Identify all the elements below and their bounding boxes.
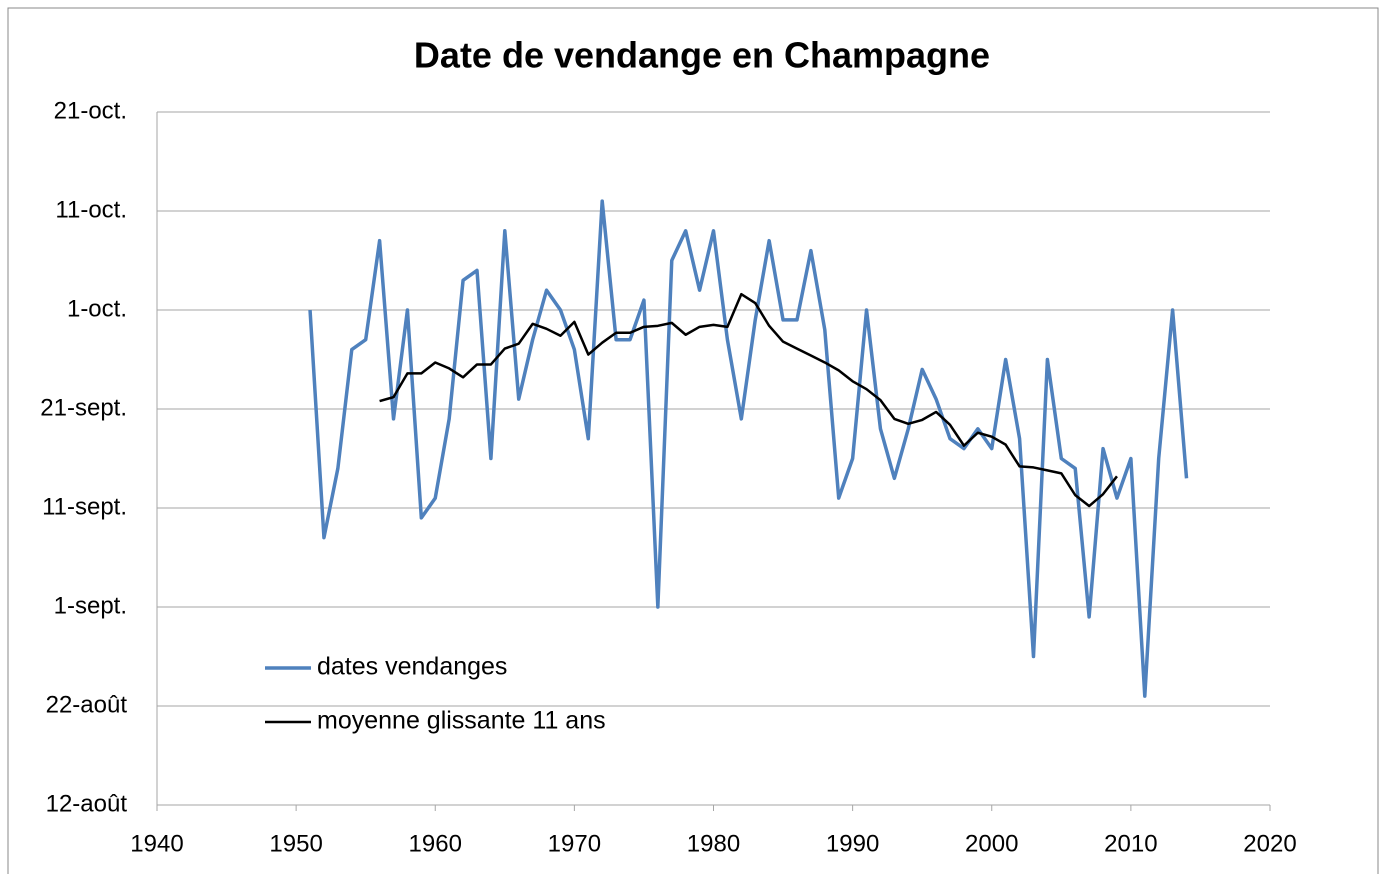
x-tick-label: 1980 bbox=[687, 830, 740, 857]
x-tick-label: 1950 bbox=[269, 830, 322, 857]
y-tick-label: 21-sept. bbox=[40, 394, 127, 421]
x-tick-label: 1970 bbox=[548, 830, 601, 857]
chart-title: Date de vendange en Champagne bbox=[414, 35, 990, 76]
y-tick-label: 11-sept. bbox=[42, 493, 127, 520]
y-tick-label: 21-oct. bbox=[54, 97, 127, 124]
x-tick-label: 1940 bbox=[130, 830, 183, 857]
x-tick-label: 1990 bbox=[826, 830, 879, 857]
series-line bbox=[379, 292, 1118, 508]
y-tick-label: 11-oct. bbox=[55, 196, 127, 223]
chart-frame bbox=[7, 7, 1379, 874]
y-tick-label: 1-oct. bbox=[67, 295, 127, 322]
x-tick-label: 2010 bbox=[1104, 830, 1157, 857]
y-tick-label: 12-août bbox=[46, 790, 128, 817]
y-tick-label: 1-sept. bbox=[54, 592, 127, 619]
x-tick-label: 2020 bbox=[1243, 830, 1296, 857]
x-tick-label: 2000 bbox=[965, 830, 1018, 857]
y-tick-label: 22-août bbox=[46, 691, 128, 718]
x-tick-label: 1960 bbox=[409, 830, 462, 857]
series-line bbox=[308, 199, 1189, 698]
legend-label: moyenne glissante 11 ans bbox=[317, 707, 606, 735]
legend-label: dates vendanges bbox=[317, 653, 507, 681]
